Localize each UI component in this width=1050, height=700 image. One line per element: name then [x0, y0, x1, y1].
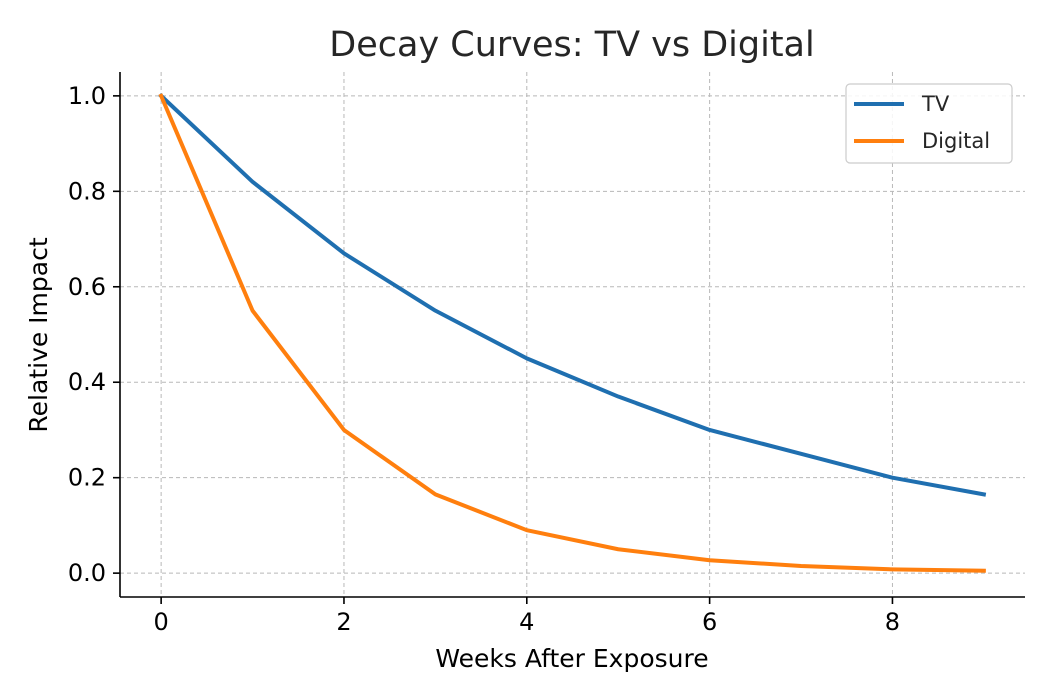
- y-tick-label: 0.0: [68, 559, 106, 587]
- axes: [119, 72, 1025, 598]
- x-tick-label: 6: [702, 608, 717, 636]
- y-tick-label: 0.2: [68, 464, 106, 492]
- y-tick-label: 0.6: [68, 273, 106, 301]
- y-ticks: 0.0 0.2 0.4 0.6 0.8 1.0: [68, 82, 120, 587]
- y-tick-label: 0.8: [68, 177, 106, 205]
- series-line-digital: [158, 93, 986, 573]
- x-tick-label: 4: [519, 608, 534, 636]
- grid-lines: [120, 72, 1025, 597]
- x-ticks: 0 2 4 6 8: [153, 597, 900, 636]
- y-axis-label: Relative Impact: [24, 237, 53, 432]
- legend-label-digital: Digital: [922, 129, 990, 153]
- y-tick-label: 0.4: [68, 368, 106, 396]
- x-tick-label: 8: [885, 608, 900, 636]
- x-tick-label: 2: [336, 608, 351, 636]
- series-line-tv: [158, 93, 987, 497]
- y-tick-label: 1.0: [68, 82, 106, 110]
- legend: TV Digital: [845, 83, 1013, 164]
- x-axis-label: Weeks After Exposure: [435, 644, 708, 673]
- chart-title: Decay Curves: TV vs Digital: [329, 25, 814, 65]
- series-lines: [158, 93, 987, 573]
- x-tick-label: 0: [153, 608, 168, 636]
- legend-label-tv: TV: [921, 92, 950, 116]
